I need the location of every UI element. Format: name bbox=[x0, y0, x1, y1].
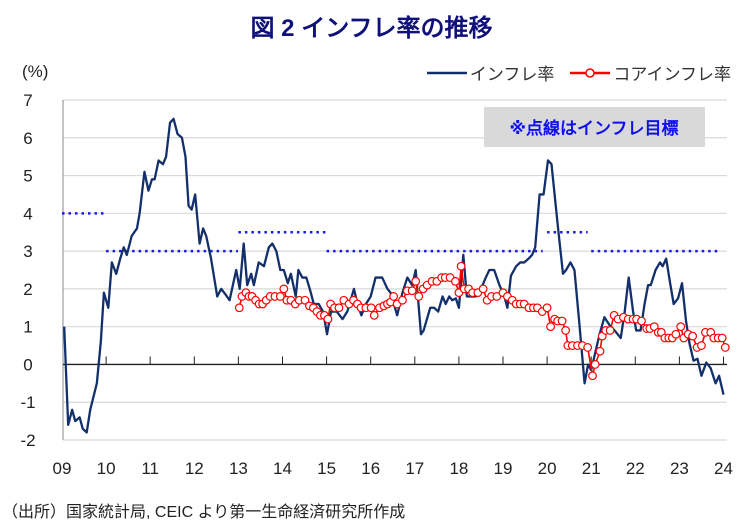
y-tick-label: 2 bbox=[23, 280, 32, 299]
core-inflation-point bbox=[561, 326, 571, 335]
legend-line-icon bbox=[426, 71, 467, 74]
x-tick-label: 23 bbox=[670, 459, 689, 478]
x-tick-label: 18 bbox=[449, 459, 468, 478]
y-axis-unit: (%) bbox=[22, 62, 49, 81]
chart-title: 図 2 インフレ率の推移 bbox=[250, 15, 493, 42]
core-inflation-point bbox=[398, 295, 407, 305]
legend-item-inflation: インフレ率 bbox=[426, 60, 555, 85]
x-tick-label: 20 bbox=[538, 459, 557, 478]
core-inflation-point bbox=[389, 292, 399, 301]
y-tick-label: 3 bbox=[23, 242, 32, 261]
core-inflation-point bbox=[676, 322, 686, 332]
core-inflation-point bbox=[492, 292, 502, 301]
core-inflation-point bbox=[546, 322, 556, 332]
core-inflation-point bbox=[557, 316, 567, 326]
core-inflation-point bbox=[323, 314, 333, 324]
x-tick-label: 14 bbox=[273, 459, 292, 478]
x-tick-label: 15 bbox=[317, 459, 336, 478]
core-inflation-point bbox=[334, 303, 344, 313]
y-tick-label: 5 bbox=[23, 167, 32, 186]
y-tick-label: 7 bbox=[23, 91, 32, 110]
x-tick-label: 24 bbox=[714, 459, 733, 478]
core-inflation-point bbox=[411, 276, 421, 286]
core-inflation-point bbox=[583, 343, 593, 352]
core-inflation-point bbox=[637, 316, 646, 326]
core-inflation-point bbox=[478, 284, 488, 294]
legend-label-inflation: インフレ率 bbox=[469, 65, 555, 84]
core-inflation-point bbox=[590, 360, 600, 369]
y-tick-label: 1 bbox=[23, 318, 32, 337]
core-inflation-point bbox=[671, 329, 681, 339]
core-inflation-point bbox=[717, 333, 727, 343]
core-inflation-point bbox=[450, 276, 460, 286]
source-note: （出所）国家統計局, CEIC より第一生命経済研究所作成 bbox=[2, 504, 406, 521]
core-inflation-point bbox=[279, 284, 289, 294]
x-tick-label: 16 bbox=[361, 459, 380, 478]
x-tick-label: 09 bbox=[53, 459, 72, 478]
core-inflation-point bbox=[407, 286, 417, 296]
core-inflation-point bbox=[300, 295, 310, 305]
core-inflation-point bbox=[234, 303, 244, 313]
core-inflation-point bbox=[414, 292, 424, 301]
legend-label-core-inflation: コアインフレ率 bbox=[613, 65, 731, 84]
core-inflation-point bbox=[369, 310, 379, 320]
y-tick-label: 6 bbox=[23, 129, 32, 148]
core-inflation-point bbox=[275, 292, 285, 301]
x-tick-label: 17 bbox=[405, 459, 424, 478]
x-tick-label: 12 bbox=[185, 459, 204, 478]
annotation-box bbox=[484, 107, 705, 147]
inflation-line bbox=[63, 117, 725, 434]
x-tick-label: 19 bbox=[494, 459, 513, 478]
x-tick-label: 10 bbox=[97, 459, 116, 478]
core-inflation-point bbox=[605, 326, 615, 335]
core-inflation-point bbox=[588, 371, 597, 381]
x-tick-label: 13 bbox=[229, 459, 248, 478]
y-tick-label: 0 bbox=[23, 355, 32, 374]
core-inflation-point bbox=[366, 303, 376, 313]
core-inflation-point bbox=[720, 343, 730, 352]
x-tick-label: 22 bbox=[626, 459, 645, 478]
core-inflation-point bbox=[456, 261, 466, 271]
x-tick-label: 11 bbox=[141, 459, 159, 478]
core-inflation-point bbox=[697, 341, 706, 350]
x-tick-label: 21 bbox=[582, 459, 601, 478]
legend-item-core-inflation: コアインフレ率 bbox=[570, 60, 731, 85]
y-tick-label: 4 bbox=[23, 204, 32, 223]
core-inflation-point bbox=[688, 331, 698, 341]
core-inflation-point bbox=[542, 303, 552, 313]
y-tick-label: -2 bbox=[20, 431, 35, 450]
legend-marker-icon bbox=[570, 67, 611, 78]
y-tick-label: -1 bbox=[20, 393, 35, 412]
legend: インフレ率 コアインフレ率 bbox=[426, 60, 731, 85]
annotation-text: ※点線はインフレ目標 bbox=[509, 118, 678, 138]
core-inflation-point bbox=[595, 346, 605, 356]
